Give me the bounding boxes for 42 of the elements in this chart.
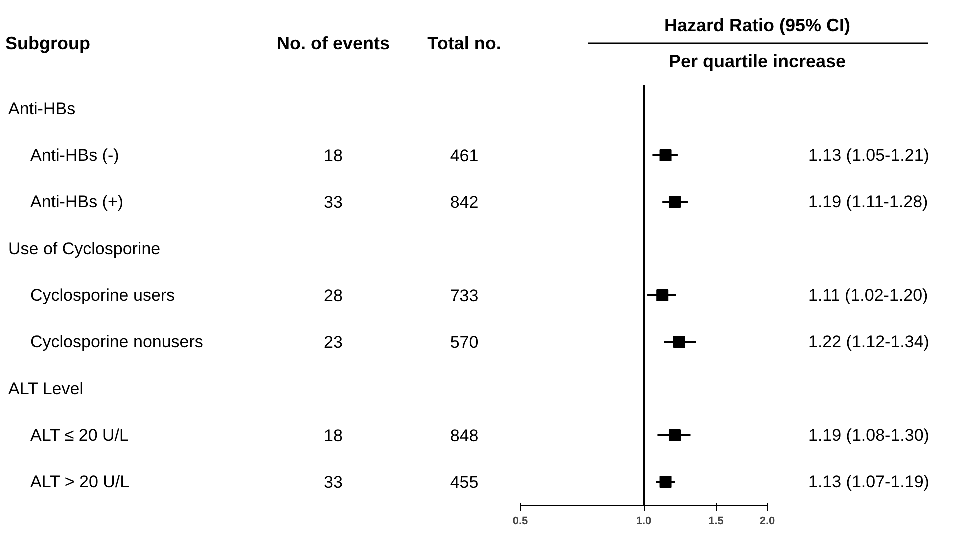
data-label: 570 — [450, 333, 479, 352]
category-label: Cyclosporine nonusers — [30, 332, 204, 352]
category-label: ALT > 20 U/L — [30, 472, 130, 492]
data-label: 1.19 (1.08-1.30) — [808, 426, 930, 445]
x-tick-label: 1.5 — [708, 516, 724, 528]
x-tick-label: 1.0 — [636, 516, 652, 528]
point — [668, 430, 681, 442]
data-label: 461 — [450, 146, 479, 166]
x-tick-label: 0.5 — [512, 516, 528, 528]
data-label: 455 — [450, 473, 479, 492]
point — [673, 336, 686, 348]
data-label: 1.19 (1.11-1.28) — [808, 192, 928, 212]
category-label: ALT ≤ 20 U/L — [30, 426, 129, 445]
data-label: 1.22 (1.12-1.34) — [808, 332, 930, 352]
data-label: 33 — [324, 473, 343, 492]
data-label: 23 — [324, 333, 343, 352]
data-label: 733 — [450, 286, 479, 306]
text: Total no. — [428, 34, 502, 54]
data-label: 18 — [324, 426, 343, 446]
x-tick-label: 2.0 — [760, 516, 776, 528]
chart-subtitle: Per quartile increase — [668, 52, 846, 72]
category-label: Anti-HBs — [8, 99, 76, 118]
category-label: Use of Cyclosporine — [8, 239, 161, 258]
point — [668, 196, 681, 208]
data-label: 842 — [450, 193, 479, 212]
data-label: 1.13 (1.07-1.19) — [808, 472, 930, 492]
data-label: 18 — [324, 146, 343, 166]
data-label: 33 — [324, 193, 343, 212]
data-label: 1.11 (1.02-1.20) — [808, 286, 928, 305]
category-label: Anti-HBs (-) — [30, 146, 120, 165]
category-label: Anti-HBs (+) — [30, 192, 124, 212]
data-label: 28 — [324, 286, 343, 306]
category-label: ALT Level — [8, 379, 84, 398]
text: No. of events — [276, 34, 390, 54]
point — [656, 290, 669, 302]
text: Subgroup — [6, 34, 90, 54]
data-label: 848 — [450, 426, 479, 446]
point — [660, 150, 672, 162]
category-label: Cyclosporine users — [30, 286, 176, 305]
data-label: 1.13 (1.05-1.21) — [808, 146, 930, 165]
point — [660, 476, 672, 488]
chart-title: Hazard Ratio (95% CI) — [664, 16, 851, 36]
